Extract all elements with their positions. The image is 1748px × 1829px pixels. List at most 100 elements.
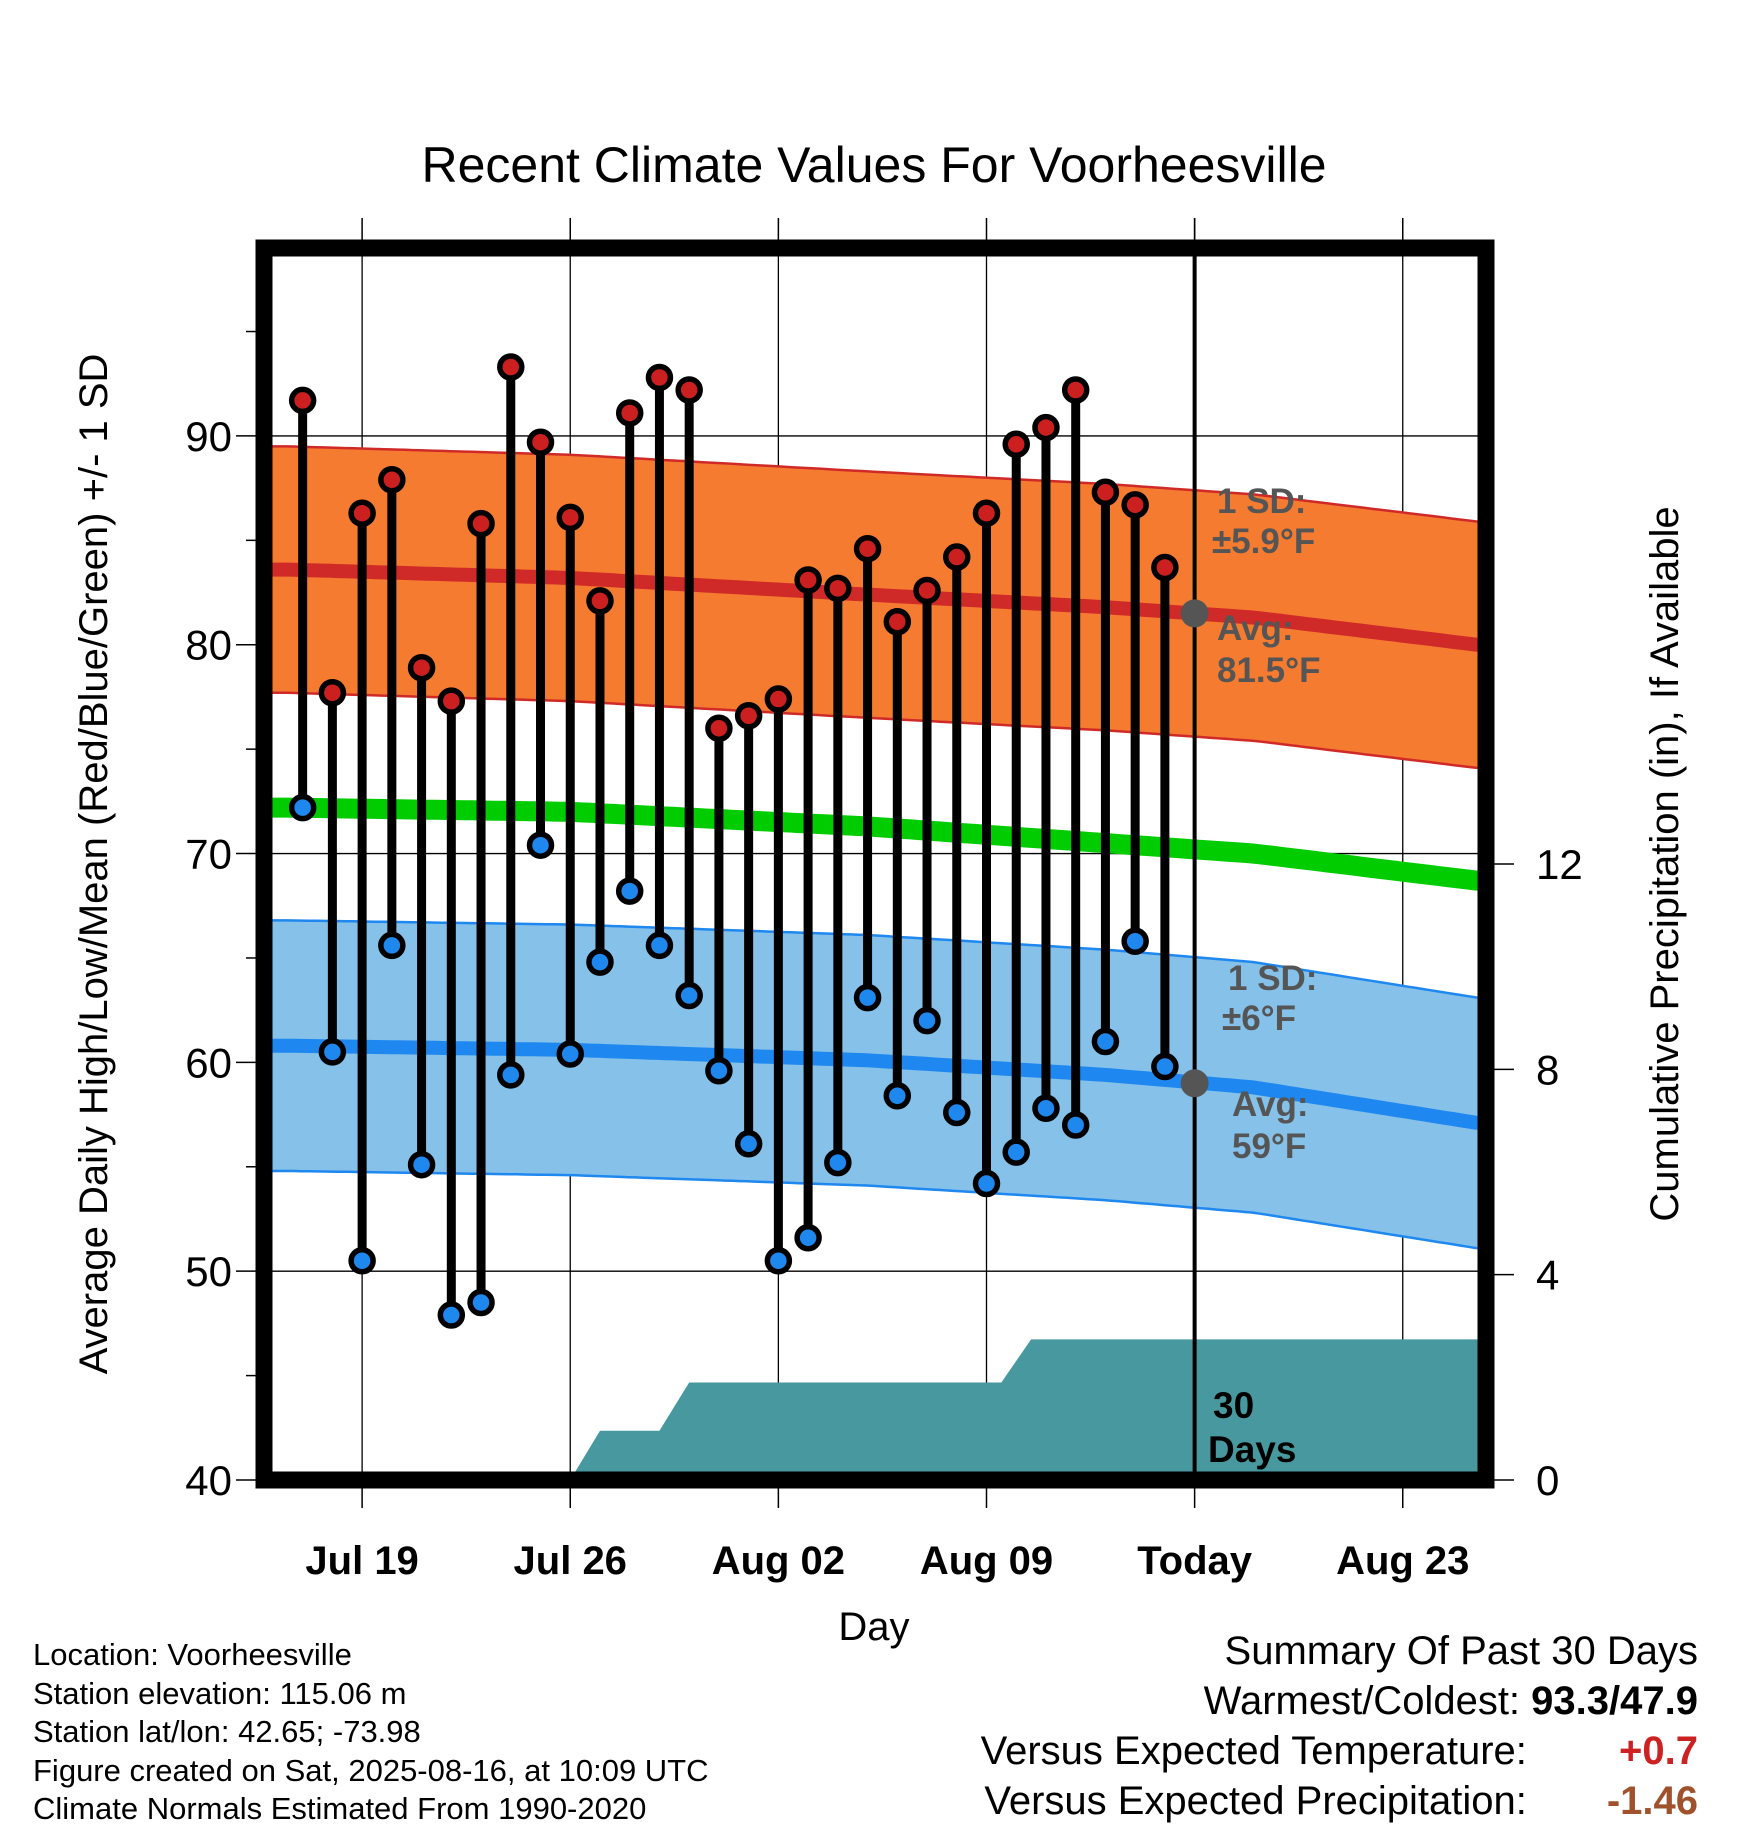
- daily-high-point: [913, 576, 941, 605]
- latlon-text: Station lat/lon: 42.65; -73.98: [33, 1714, 421, 1749]
- daily-high-point: [645, 363, 674, 392]
- daily-low-point: [1121, 927, 1149, 956]
- high-avg-value: 81.5°F: [1217, 651, 1321, 690]
- x-tick-label: Aug 09: [920, 1539, 1053, 1583]
- x-tick-label: Jul 26: [514, 1539, 627, 1583]
- daily-high-point: [288, 386, 317, 415]
- today-high-avg-marker: [1180, 599, 1209, 628]
- x-tick-label: Aug 23: [1336, 1539, 1469, 1583]
- annotations: 1 SD: ±5.9°F Avg: 81.5°F 1 SD: ±6°F Avg:…: [1208, 482, 1321, 1470]
- daily-high-point: [526, 428, 555, 456]
- daily-high-point: [348, 499, 376, 527]
- daily-low-point: [705, 1056, 733, 1085]
- daily-high-point: [1151, 553, 1179, 582]
- daily-low-point: [824, 1148, 852, 1177]
- y2-tick-label: 4: [1536, 1252, 1559, 1299]
- low-band-upper: [264, 919, 1484, 999]
- daily-low-point: [734, 1130, 763, 1158]
- summary-panel: Summary Of Past 30 Days Warmest/Coldest:…: [981, 1626, 1698, 1826]
- daily-high-point: [972, 499, 1001, 527]
- daily-high-point: [943, 543, 971, 571]
- warmest-label: Warmest/Coldest:: [1203, 1679, 1521, 1723]
- daily-high-point: [467, 509, 495, 538]
- elevation-text: Station elevation: 115.06 m: [33, 1675, 407, 1711]
- window-count-label: 30: [1213, 1385, 1254, 1426]
- daily-low-point: [586, 948, 614, 976]
- daily-high-point: [1032, 413, 1060, 442]
- y-tick-label: 40: [185, 1457, 232, 1504]
- summary-precip-row: Versus Expected Precipitation: -1.46: [981, 1776, 1698, 1826]
- axes: 40 50 60 70 80 90 0 4 8 12 Jul 19 Jul 26 Aug 02 Aug 0…: [185, 218, 1583, 1583]
- daily-low-point: [348, 1246, 376, 1275]
- daily-low-point: [1002, 1138, 1030, 1166]
- y2-tick-label: 8: [1536, 1046, 1559, 1093]
- y-tick-label: 90: [185, 413, 232, 460]
- daily-low-point: [943, 1098, 971, 1127]
- daily-high-point: [437, 687, 466, 715]
- window-unit-label: Days: [1208, 1429, 1296, 1470]
- daily-high-point: [1121, 491, 1149, 519]
- daily-high-point: [764, 685, 793, 713]
- daily-high-point: [318, 679, 347, 707]
- daily-low-point: [1061, 1111, 1090, 1139]
- summary-temp-row: Versus Expected Temperature: +0.7: [981, 1726, 1698, 1776]
- x-tick-label: Jul 19: [305, 1539, 418, 1583]
- created-text: Figure created on Sat, 2025-08-16, at 10…: [33, 1752, 709, 1788]
- daily-low-point: [675, 981, 703, 1010]
- plot-area: [264, 248, 1486, 1480]
- y2-tick-label: 0: [1536, 1457, 1559, 1504]
- daily-low-point: [288, 793, 317, 822]
- temp-label: Versus Expected Temperature:: [980, 1729, 1527, 1773]
- y2-tick-label: 12: [1536, 841, 1583, 888]
- daily-high-point: [497, 353, 525, 381]
- daily-low-point: [764, 1246, 793, 1275]
- daily-low-point: [556, 1040, 584, 1068]
- low-avg-value: 59°F: [1232, 1127, 1306, 1166]
- chart-title: Recent Climate Values For Voorheesville: [421, 137, 1326, 193]
- x-tick-label: Today: [1137, 1539, 1253, 1583]
- low-sd-label: 1 SD:: [1228, 959, 1317, 998]
- precipitation-area: [570, 1339, 1486, 1480]
- y-tick-label: 70: [185, 831, 232, 878]
- precip-area: [570, 1339, 1486, 1480]
- daily-high-point: [586, 587, 614, 615]
- warmest-value: 93.3/47.9: [1531, 1679, 1698, 1723]
- daily-low-point: [972, 1169, 1001, 1198]
- station-info: Location: Voorheesville Station elevatio…: [33, 1636, 709, 1829]
- daily-observations: [288, 353, 1179, 1329]
- daily-low-point: [318, 1038, 347, 1066]
- daily-high-point: [734, 701, 763, 730]
- daily-low-point: [378, 931, 406, 960]
- summary-warmest-row: Warmest/Coldest: 93.3/47.9: [981, 1676, 1698, 1726]
- high-sd-label: 1 SD:: [1217, 482, 1306, 521]
- daily-low-point: [526, 831, 555, 859]
- daily-high-point: [824, 574, 852, 603]
- x-axis-label: Day: [838, 1605, 909, 1649]
- high-band-lower: [264, 691, 1484, 770]
- daily-low-point: [437, 1301, 466, 1329]
- y-axis-label: Average Daily High/Low/Mean (Red/Blue/Gr…: [72, 354, 116, 1375]
- today-marker-group: [1180, 248, 1209, 1480]
- normals-text: Climate Normals Estimated From 1990-2020: [33, 1791, 647, 1826]
- daily-high-point: [675, 376, 703, 404]
- daily-high-point: [1091, 478, 1120, 507]
- y-tick-label: 80: [185, 622, 232, 669]
- today-low-avg-marker: [1180, 1069, 1209, 1098]
- daily-high-point: [794, 566, 822, 594]
- daily-high-point: [407, 653, 436, 682]
- plot-frame: [255, 239, 1495, 1489]
- daily-high-point: [853, 534, 882, 563]
- daily-high-point: [883, 608, 912, 636]
- daily-high-point: [556, 503, 584, 532]
- daily-low-point: [794, 1224, 822, 1252]
- y2-axis-label: Cumulative Precipitation (in), If Availa…: [1643, 506, 1687, 1221]
- daily-low-point: [467, 1288, 495, 1317]
- daily-low-point: [1091, 1027, 1120, 1056]
- mean-avg-line: [264, 797, 1484, 891]
- x-tick-label: Aug 02: [712, 1539, 845, 1583]
- daily-low-point: [1032, 1094, 1060, 1123]
- daily-low-point: [853, 983, 882, 1012]
- high-band-upper: [264, 445, 1484, 523]
- low-avg-line: [264, 1038, 1484, 1130]
